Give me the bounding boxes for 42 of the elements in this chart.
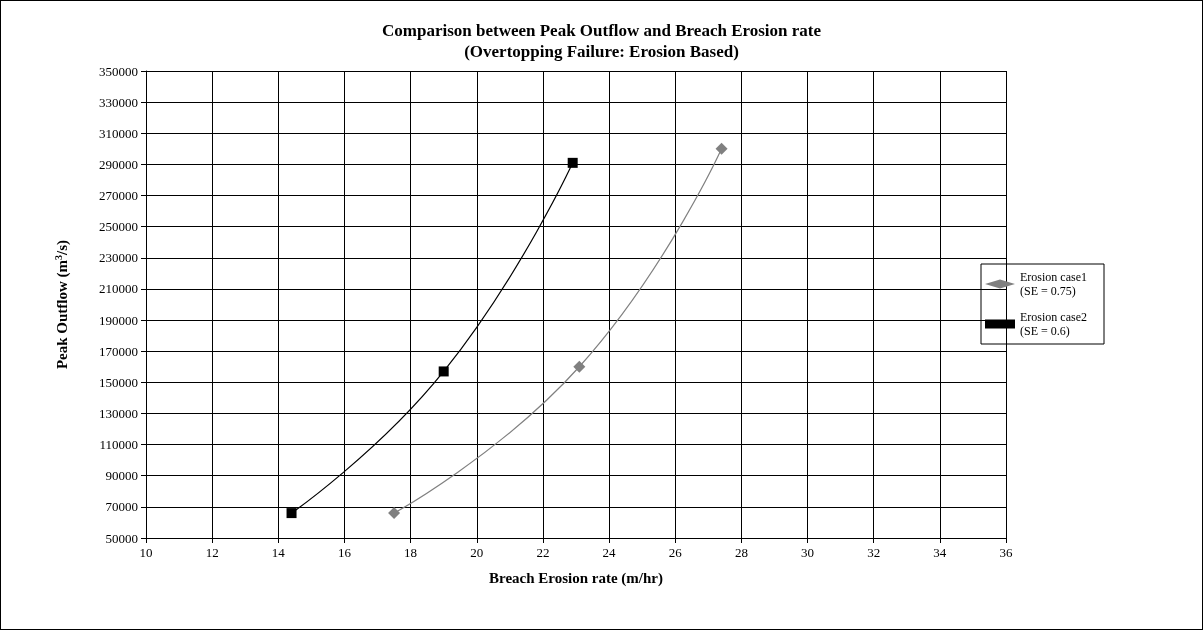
y-tick-label: 50000 xyxy=(105,530,138,546)
x-tick-label: 26 xyxy=(668,545,683,560)
x-tick-label: 12 xyxy=(205,545,219,560)
x-tick-label: 28 xyxy=(734,545,748,560)
point xyxy=(715,142,728,155)
legend-label: Erosion case1 (SE = 0.75) xyxy=(1020,270,1090,298)
y-tick-label: 230000 xyxy=(99,250,138,266)
y-tick-label: 190000 xyxy=(99,312,138,328)
x-tick-label: 30 xyxy=(801,545,815,560)
x-tick-label: 24 xyxy=(602,545,617,560)
x-tick-label: 20 xyxy=(470,545,484,560)
x-tick-label: 14 xyxy=(271,545,286,560)
chart-subtitle: (Overtopping Failure: Erosion Based) xyxy=(464,42,739,61)
x-tick-label: 16 xyxy=(337,545,352,560)
y-tick-label: 70000 xyxy=(105,499,138,515)
point xyxy=(286,508,297,519)
point xyxy=(388,507,401,520)
x-axis-title: Breach Erosion rate (m/hr) xyxy=(488,569,664,587)
y-tick-label: 250000 xyxy=(99,219,138,235)
y-tick-label: 110000 xyxy=(99,437,138,453)
y-tick-label: 170000 xyxy=(99,343,138,359)
y-tick-label: 210000 xyxy=(99,281,138,297)
y-tick-label: 270000 xyxy=(99,188,138,204)
x-tick-label: 22 xyxy=(536,545,550,560)
x-tick-label: 18 xyxy=(404,545,418,560)
y-tick-label: 150000 xyxy=(99,374,138,390)
point xyxy=(567,157,578,168)
y-tick-label: 310000 xyxy=(99,125,138,141)
legend-label: Erosion case2 (SE = 0.6) xyxy=(1020,310,1090,338)
x-tick-label: 34 xyxy=(933,545,947,560)
x-tick-label: 36 xyxy=(999,545,1013,560)
point xyxy=(438,366,449,377)
y-tick-label: 130000 xyxy=(99,405,138,421)
y-tick-label: 330000 xyxy=(99,94,138,110)
y-tick-label: 90000 xyxy=(105,468,138,484)
y-tick-label: 350000 xyxy=(99,63,138,79)
chart-title: Comparison between Peak Outflow and Breach Erosion rate xyxy=(381,21,822,40)
y-tick-label: 290000 xyxy=(99,156,138,172)
x-tick-label: 10 xyxy=(139,545,153,560)
point xyxy=(573,360,586,373)
x-tick-label: 32 xyxy=(867,545,881,560)
y-axis-title: Peak Outflow (m3/s) xyxy=(52,239,71,370)
